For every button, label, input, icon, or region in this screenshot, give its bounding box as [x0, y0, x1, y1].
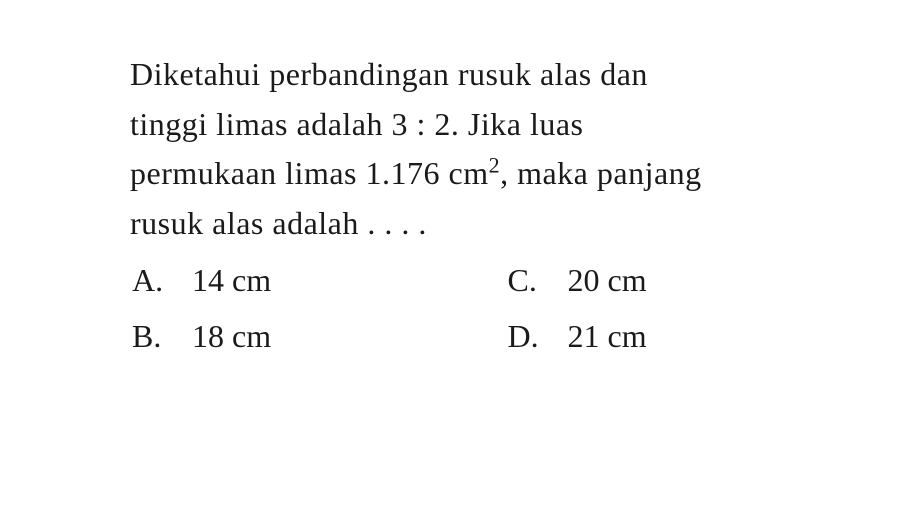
question-line-2: tinggi limas adalah 3 : 2. Jika luas — [130, 106, 583, 142]
option-d-letter: D. — [508, 312, 568, 360]
question-line-4: rusuk alas adalah . . . . — [130, 205, 427, 241]
question-line-1: Diketahui perbandingan rusuk alas dan — [130, 56, 648, 92]
question-text: Diketahui perbandingan rusuk alas dan ti… — [130, 50, 823, 248]
option-c-letter: C. — [508, 256, 568, 304]
option-d-value: 21 cm — [568, 312, 824, 360]
option-a: A. 14 cm — [132, 256, 448, 304]
option-b-letter: B. — [132, 312, 192, 360]
option-b-value: 18 cm — [192, 312, 448, 360]
option-c: C. 20 cm — [508, 256, 824, 304]
question-line-3-part1: permukaan limas 1.176 cm — [130, 155, 489, 191]
options-container: A. 14 cm C. 20 cm B. 18 cm D. 21 cm — [130, 256, 823, 360]
option-c-value: 20 cm — [568, 256, 824, 304]
option-a-value: 14 cm — [192, 256, 448, 304]
option-b: B. 18 cm — [132, 312, 448, 360]
question-superscript: 2 — [489, 153, 501, 178]
option-d: D. 21 cm — [508, 312, 824, 360]
option-a-letter: A. — [132, 256, 192, 304]
question-line-3-part2: , maka panjang — [500, 155, 702, 191]
